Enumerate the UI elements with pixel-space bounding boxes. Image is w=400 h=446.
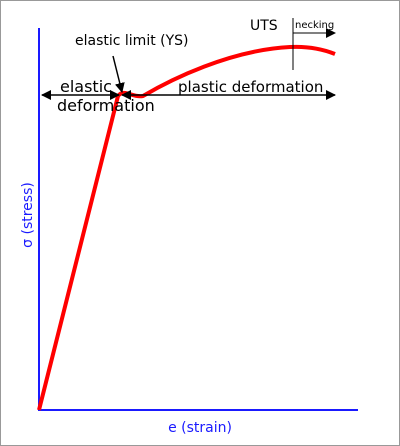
plastic-label: plastic deformation — [178, 78, 323, 96]
necking-label: necking — [295, 20, 334, 31]
deformation-label: deformation — [57, 96, 155, 115]
elastic-label: elastic — [60, 77, 112, 96]
elastic-limit-arrow — [112, 55, 125, 93]
uts-label: UTS — [250, 18, 278, 34]
y-axis-label: σ (stress) — [20, 182, 36, 248]
x-axis-label: e (strain) — [168, 420, 232, 436]
elastic-limit-label: elastic limit (YS) — [75, 33, 189, 49]
